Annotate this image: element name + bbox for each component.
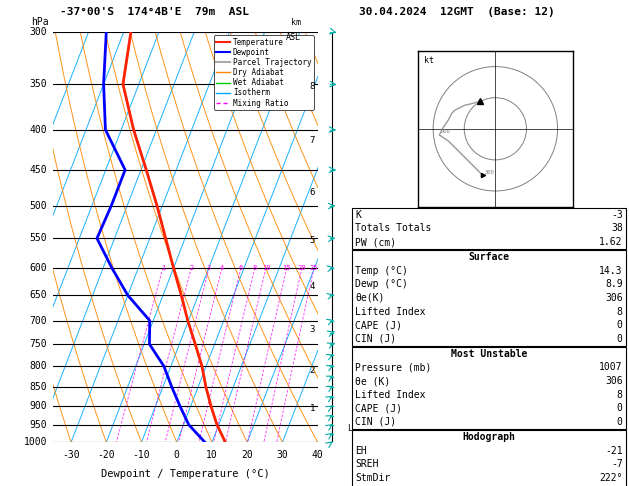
Text: -3: -3 [611,210,623,220]
Text: -21: -21 [605,446,623,455]
Text: 2: 2 [309,366,314,375]
Text: Pressure (mb): Pressure (mb) [355,363,431,372]
Text: 700: 700 [29,315,47,326]
Text: 0: 0 [174,451,180,460]
Text: km: km [291,18,301,28]
Text: 8: 8 [309,82,314,90]
Text: Dewp (°C): Dewp (°C) [355,279,408,289]
Text: 8.9: 8.9 [605,279,623,289]
Text: PW (cm): PW (cm) [355,237,396,247]
Text: 0: 0 [617,334,623,344]
Text: 0: 0 [617,403,623,413]
Text: 3: 3 [309,325,314,334]
Text: 850: 850 [29,382,47,392]
Text: 222°: 222° [599,473,623,483]
Text: 30: 30 [277,451,288,460]
Text: 1: 1 [309,404,314,414]
Text: CIN (J): CIN (J) [355,417,396,427]
Text: CAPE (J): CAPE (J) [355,403,403,413]
Text: 500: 500 [29,201,47,211]
Text: -30: -30 [62,451,80,460]
Text: CAPE (J): CAPE (J) [355,320,403,330]
Text: θe (K): θe (K) [355,376,391,386]
Text: Temp (°C): Temp (°C) [355,266,408,276]
Text: 800: 800 [29,361,47,371]
Text: 8: 8 [617,390,623,399]
Text: 306: 306 [605,376,623,386]
Text: 14.3: 14.3 [599,266,623,276]
Text: 500: 500 [441,129,450,135]
Text: 600: 600 [29,263,47,273]
Text: StmDir: StmDir [355,473,391,483]
Text: 950: 950 [29,420,47,430]
Text: 1.62: 1.62 [599,237,623,247]
Text: 20: 20 [298,265,306,271]
Text: 650: 650 [29,290,47,300]
Text: 20: 20 [242,451,253,460]
Text: Totals Totals: Totals Totals [355,224,431,233]
Text: 1007: 1007 [599,363,623,372]
Text: Lifted Index: Lifted Index [355,307,426,316]
Text: 4: 4 [220,265,224,271]
Text: SREH: SREH [355,459,379,469]
Text: 6: 6 [239,265,243,271]
Text: 400: 400 [29,125,47,135]
Text: 3: 3 [207,265,211,271]
Text: 1000: 1000 [23,437,47,447]
Text: 450: 450 [29,165,47,175]
Text: Most Unstable: Most Unstable [451,349,527,359]
Text: 300: 300 [484,170,494,175]
Text: 5: 5 [309,236,314,245]
Text: 306: 306 [605,293,623,303]
Text: Surface: Surface [469,252,509,262]
Text: -20: -20 [97,451,115,460]
Text: kt: kt [424,56,434,66]
Text: 550: 550 [29,233,47,243]
Text: 0: 0 [617,417,623,427]
Text: 10: 10 [262,265,270,271]
Text: ASL: ASL [286,33,301,42]
Text: 6: 6 [309,188,314,197]
Text: K: K [355,210,361,220]
Text: 38: 38 [611,224,623,233]
Text: 1: 1 [160,265,165,271]
Text: 25: 25 [309,265,318,271]
Text: 8: 8 [617,307,623,316]
Text: 10: 10 [206,451,218,460]
Text: hPa: hPa [31,17,49,28]
Text: LCL: LCL [347,424,362,433]
Text: 30.04.2024  12GMT  (Base: 12): 30.04.2024 12GMT (Base: 12) [359,7,554,17]
Legend: Temperature, Dewpoint, Parcel Trajectory, Dry Adiabat, Wet Adiabat, Isotherm, Mi: Temperature, Dewpoint, Parcel Trajectory… [214,35,314,110]
Text: EH: EH [355,446,367,455]
Text: 40: 40 [312,451,323,460]
Text: Lifted Index: Lifted Index [355,390,426,399]
Text: 15: 15 [282,265,291,271]
Text: -7: -7 [611,459,623,469]
Text: Dewpoint / Temperature (°C): Dewpoint / Temperature (°C) [101,469,270,479]
Text: CIN (J): CIN (J) [355,334,396,344]
Text: θe(K): θe(K) [355,293,385,303]
Text: -37°00'S  174°4B'E  79m  ASL: -37°00'S 174°4B'E 79m ASL [60,7,248,17]
Text: 900: 900 [29,401,47,411]
Text: 300: 300 [29,27,47,36]
Text: 7: 7 [309,136,314,145]
Text: 8: 8 [253,265,257,271]
Text: 350: 350 [29,79,47,89]
Text: 0: 0 [617,320,623,330]
Text: Hodograph: Hodograph [462,432,516,442]
Text: 2: 2 [189,265,194,271]
Text: -10: -10 [133,451,150,460]
Text: 4: 4 [309,282,314,291]
Text: 750: 750 [29,339,47,349]
